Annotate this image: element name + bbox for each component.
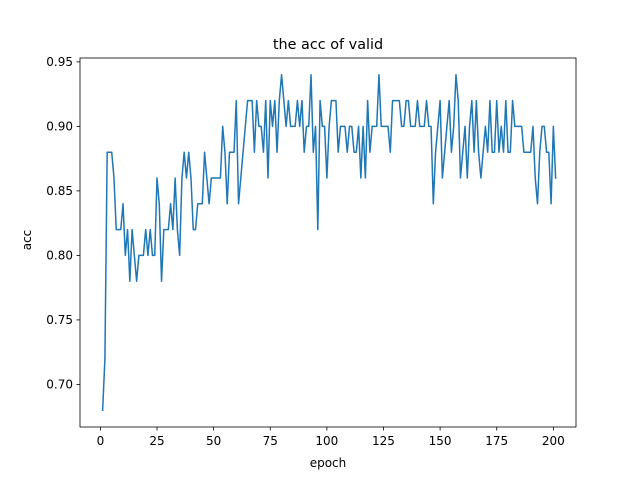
x-tick-label: 125: [372, 434, 395, 448]
x-tick-label: 50: [206, 434, 221, 448]
x-tick-label: 25: [149, 434, 164, 448]
y-tick-label: 0.95: [46, 55, 73, 69]
y-axis-label: acc: [20, 230, 34, 251]
y-tick-label: 0.90: [46, 120, 73, 134]
y-tick-label: 0.70: [46, 378, 73, 392]
x-tick-label: 75: [263, 434, 278, 448]
y-axis-ticks: 0.70 0.75 0.80 0.85 0.90 0.95: [46, 55, 80, 392]
plot-area: 0 25 50 75 100 125 150 175 200 0.700.750.800.850…: [46, 55, 577, 448]
series-line-0: [101, 74, 557, 412]
x-axis-label: epoch: [310, 456, 347, 470]
y-tick-label: 0.80: [46, 249, 73, 263]
x-tick-label: 175: [485, 434, 508, 448]
axes-frame: [79, 57, 577, 428]
y-tick-label: 0.75: [46, 313, 73, 327]
x-tick-label: 0: [97, 434, 105, 448]
x-tick-label: 150: [429, 434, 452, 448]
x-axis-ticks: 0 25 50 75 100 125 150 175 200: [97, 427, 565, 448]
chart-title: the acc of valid: [273, 37, 383, 53]
y-tick-label: 0.85: [46, 184, 73, 198]
x-tick-label: 200: [542, 434, 565, 448]
series-layer: [101, 74, 557, 412]
x-tick-label: 100: [315, 434, 338, 448]
